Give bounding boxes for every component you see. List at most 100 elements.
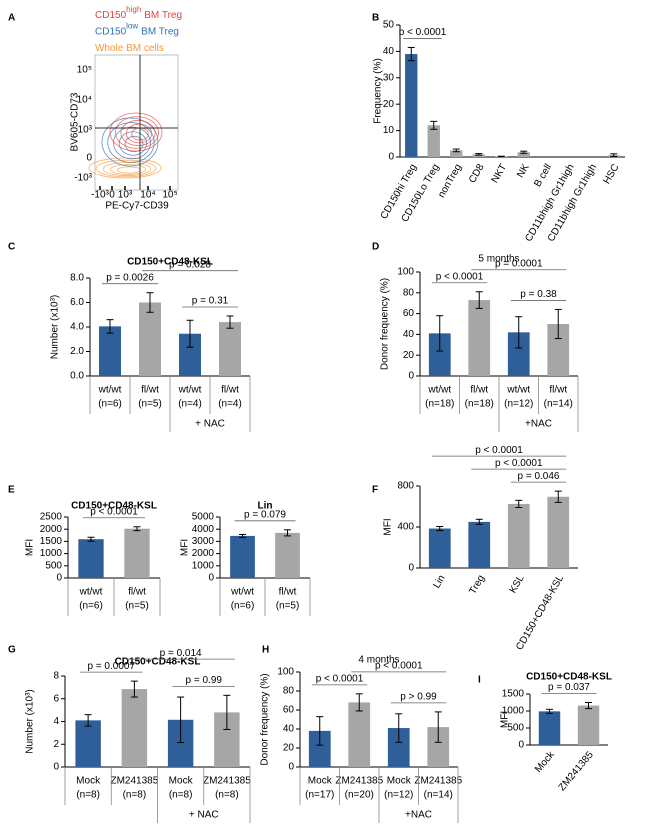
bar bbox=[577, 705, 600, 745]
contour-ring bbox=[125, 123, 153, 144]
y-tick-label: 400 bbox=[397, 522, 414, 533]
x-tick-label: Mock bbox=[308, 776, 333, 787]
panel-letter: D bbox=[372, 242, 379, 253]
y-tick-label: 500 bbox=[507, 723, 524, 734]
error-bar bbox=[407, 46, 415, 62]
error-bar bbox=[515, 316, 523, 349]
chart-title: CD150+CD48-KSL bbox=[115, 657, 201, 668]
n-label: (n=12) bbox=[504, 399, 533, 410]
plot-frame bbox=[94, 54, 179, 191]
y-tick-label: 2.0 bbox=[70, 346, 84, 357]
chart-title: 4 months bbox=[358, 655, 399, 666]
y-tick-label: 1000 bbox=[192, 560, 215, 571]
error-bar bbox=[186, 319, 194, 348]
contour-ring bbox=[115, 116, 159, 149]
p-value: p = 0.014 bbox=[160, 648, 202, 659]
y-tick-label: 2500 bbox=[40, 512, 63, 523]
y-tick-label: 5000 bbox=[192, 512, 215, 523]
y-tick-label: 0 bbox=[56, 573, 62, 584]
error-bar bbox=[316, 716, 324, 746]
legend-rest: BM Treg bbox=[144, 10, 182, 21]
panel-letter: C bbox=[8, 242, 15, 253]
contour-ring bbox=[109, 112, 163, 152]
y-tick-label: 4000 bbox=[192, 524, 215, 535]
x-tick-label: wt/wt bbox=[98, 385, 122, 396]
n-label: (n=8) bbox=[215, 790, 239, 801]
error-bar bbox=[452, 148, 460, 153]
y-tick-label: 6 bbox=[53, 693, 59, 704]
bar bbox=[219, 322, 241, 376]
x-tick-label: B cell bbox=[532, 162, 554, 189]
bar bbox=[99, 326, 121, 376]
x-tick-label: wt/wt bbox=[506, 385, 530, 396]
y-tick-label: 20 bbox=[283, 743, 295, 754]
contour-ring bbox=[109, 164, 147, 175]
error-bar bbox=[585, 702, 592, 710]
x-tick-label: wt/wt bbox=[79, 587, 103, 598]
n-label: (n=18) bbox=[425, 399, 454, 410]
panel-letter: A bbox=[8, 13, 15, 24]
y-tick-label: 0 bbox=[518, 740, 524, 751]
p-value: p = 0.0001 bbox=[495, 258, 543, 269]
x-tick-label: fl/wt bbox=[470, 385, 488, 396]
x-tick-label: Lin bbox=[431, 573, 447, 590]
y-axis-label: MFI bbox=[180, 539, 191, 556]
error-bar bbox=[554, 490, 562, 503]
x-tick-label: HSC bbox=[602, 162, 622, 186]
panel-letter: G bbox=[8, 645, 16, 656]
error-bar bbox=[436, 315, 444, 352]
group-label: + NAC bbox=[189, 810, 219, 821]
p-value: p = 0.0026 bbox=[106, 272, 154, 283]
bar bbox=[427, 727, 450, 767]
bar bbox=[468, 521, 491, 568]
y-tick-label: 1000 bbox=[40, 548, 63, 559]
y-tick-label: 0 bbox=[86, 153, 92, 164]
chart-title: 5 months bbox=[478, 254, 519, 265]
p-value: p > 0.99 bbox=[400, 692, 437, 703]
bar bbox=[230, 535, 255, 578]
error-bar bbox=[475, 518, 483, 525]
x-tick-label: fl/wt bbox=[549, 385, 567, 396]
n-label: (n=5) bbox=[125, 601, 149, 612]
p-value: p < 0.0001 bbox=[399, 27, 447, 38]
chart-title: CD150+CD48-KSL bbox=[526, 672, 612, 683]
error-bar bbox=[436, 525, 444, 532]
bar bbox=[538, 711, 561, 745]
error-bar bbox=[284, 529, 291, 537]
p-value: p < 0.0001 bbox=[436, 271, 484, 282]
error-bar bbox=[177, 696, 185, 744]
error-bar bbox=[520, 150, 528, 154]
y-tick-label: 2000 bbox=[40, 524, 63, 535]
y-tick-label: 10 bbox=[383, 125, 395, 136]
legend-entry: Whole BM cells bbox=[95, 43, 164, 54]
error-bar bbox=[475, 153, 483, 156]
p-value: p < 0.0001 bbox=[316, 673, 364, 684]
y-tick-label: 30 bbox=[383, 72, 395, 83]
bar bbox=[428, 333, 451, 376]
n-label: (n=8) bbox=[123, 790, 147, 801]
n-label: (n=8) bbox=[169, 790, 193, 801]
panel-letter: I bbox=[478, 675, 481, 686]
x-tick-label: wt/wt bbox=[178, 385, 202, 396]
x-tick-label: Mock bbox=[533, 749, 557, 775]
x-tick-label: fl/wt bbox=[128, 587, 146, 598]
p-value: p = 0.31 bbox=[192, 296, 229, 307]
y-tick-label: 40 bbox=[403, 329, 415, 340]
p-value: p = 0.079 bbox=[244, 509, 286, 520]
error-bar bbox=[554, 308, 562, 340]
bar bbox=[179, 333, 201, 376]
y-tick-label: 10⁴ bbox=[77, 95, 92, 106]
y-tick-label: 800 bbox=[397, 481, 414, 492]
p-value: p = 0.38 bbox=[520, 289, 557, 300]
y-axis-label: BV605-CD73 bbox=[70, 92, 81, 151]
y-tick-label: 1500 bbox=[502, 689, 525, 700]
x-tick-label: ZM241385 bbox=[414, 776, 462, 787]
y-tick-label: 0 bbox=[288, 762, 294, 773]
chart-title: CD150+CD48-KSL bbox=[127, 257, 213, 268]
error-bar bbox=[87, 536, 95, 542]
bar bbox=[348, 702, 371, 767]
p-value: p < 0.0001 bbox=[90, 506, 138, 517]
panel-letter: F bbox=[372, 485, 378, 496]
y-tick-label: 100 bbox=[397, 267, 414, 278]
x-tick-label: fl/wt bbox=[221, 385, 239, 396]
